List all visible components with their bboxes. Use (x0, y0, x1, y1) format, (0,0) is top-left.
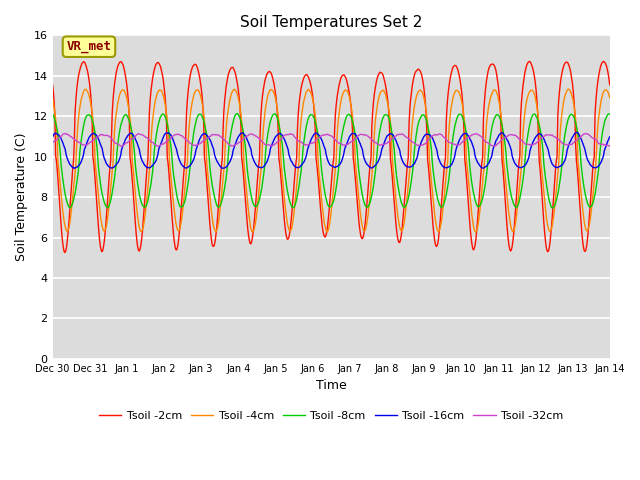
Tsoil -8cm (173, 192, 180, 197)
Tsoil -32cm (117, 143, 125, 149)
Tsoil -16cm (416, 143, 424, 149)
Line: Tsoil -2cm: Tsoil -2cm (52, 61, 610, 252)
Tsoil -8cm (416, 116, 424, 122)
Tsoil -2cm (606, 82, 614, 88)
Tsoil -4cm (173, 224, 180, 229)
Tsoil -32cm (62, 131, 70, 136)
Tsoil -4cm (116, 91, 124, 97)
Tsoil -32cm (401, 132, 408, 138)
Tsoil -16cm (606, 134, 614, 140)
Tsoil -8cm (233, 110, 241, 116)
Tsoil -4cm (59, 207, 67, 213)
Tsoil -8cm (202, 128, 210, 134)
Tsoil -16cm (117, 152, 125, 158)
Tsoil -4cm (202, 141, 210, 146)
Tsoil -32cm (49, 139, 56, 145)
X-axis label: Time: Time (316, 379, 346, 392)
Tsoil -2cm (49, 82, 56, 87)
Tsoil -32cm (417, 143, 424, 148)
Tsoil -2cm (61, 250, 68, 255)
Tsoil -16cm (49, 134, 56, 140)
Tsoil -32cm (118, 144, 126, 149)
Tsoil -32cm (174, 131, 182, 137)
Tsoil -8cm (49, 111, 56, 117)
Tsoil -16cm (59, 139, 67, 145)
Tsoil -2cm (400, 209, 408, 215)
Tsoil -16cm (573, 130, 580, 135)
Text: VR_met: VR_met (67, 40, 111, 53)
Tsoil -8cm (116, 126, 124, 132)
Tsoil -4cm (565, 86, 573, 92)
Tsoil -2cm (117, 59, 125, 64)
Line: Tsoil -32cm: Tsoil -32cm (52, 133, 610, 146)
Tsoil -8cm (59, 175, 67, 180)
Tsoil -2cm (600, 59, 607, 64)
Title: Soil Temperatures Set 2: Soil Temperatures Set 2 (240, 15, 422, 30)
Legend: Tsoil -2cm, Tsoil -4cm, Tsoil -8cm, Tsoil -16cm, Tsoil -32cm: Tsoil -2cm, Tsoil -4cm, Tsoil -8cm, Tsoi… (95, 407, 568, 425)
Tsoil -4cm (399, 226, 406, 232)
Tsoil -2cm (59, 240, 67, 245)
Tsoil -16cm (400, 160, 408, 166)
Tsoil -2cm (416, 68, 424, 73)
Tsoil -4cm (415, 88, 423, 94)
Tsoil -4cm (472, 229, 479, 235)
Tsoil -16cm (203, 132, 211, 138)
Tsoil -4cm (49, 96, 56, 102)
Line: Tsoil -16cm: Tsoil -16cm (52, 132, 610, 168)
Line: Tsoil -8cm: Tsoil -8cm (52, 113, 610, 208)
Tsoil -4cm (606, 95, 614, 101)
Tsoil -16cm (173, 150, 181, 156)
Tsoil -8cm (548, 205, 556, 211)
Tsoil -8cm (606, 111, 614, 117)
Tsoil -32cm (204, 135, 211, 141)
Tsoil -8cm (400, 204, 408, 210)
Line: Tsoil -4cm: Tsoil -4cm (52, 89, 610, 232)
Y-axis label: Soil Temperature (C): Soil Temperature (C) (15, 133, 28, 262)
Tsoil -32cm (59, 132, 67, 137)
Tsoil -32cm (606, 143, 614, 149)
Tsoil -2cm (203, 179, 211, 184)
Tsoil -16cm (70, 166, 78, 171)
Tsoil -2cm (173, 245, 181, 251)
